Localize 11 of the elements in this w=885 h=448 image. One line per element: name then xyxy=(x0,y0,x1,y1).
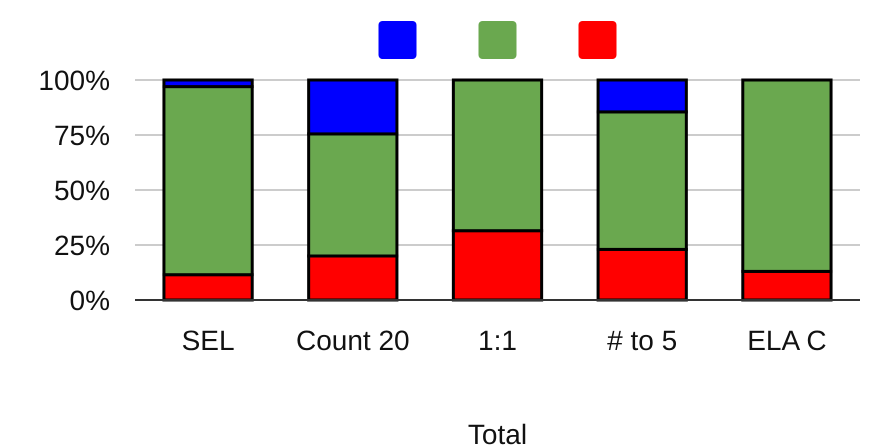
x-tick-label: 1:1 xyxy=(478,325,517,356)
y-tick-label: 50% xyxy=(54,175,110,206)
x-tick-label: ELA C xyxy=(747,325,827,356)
x-axis-title: Total xyxy=(468,419,528,448)
x-tick-label: Count 20 xyxy=(296,325,410,356)
y-tick-label: 0% xyxy=(70,285,110,316)
y-tick-label: 25% xyxy=(54,230,110,262)
y-tick-label: 75% xyxy=(54,120,110,152)
x-tick-label: SEL xyxy=(182,325,235,356)
x-tick-label: # to 5 xyxy=(607,325,678,356)
y-tick-label: 100% xyxy=(38,65,110,96)
